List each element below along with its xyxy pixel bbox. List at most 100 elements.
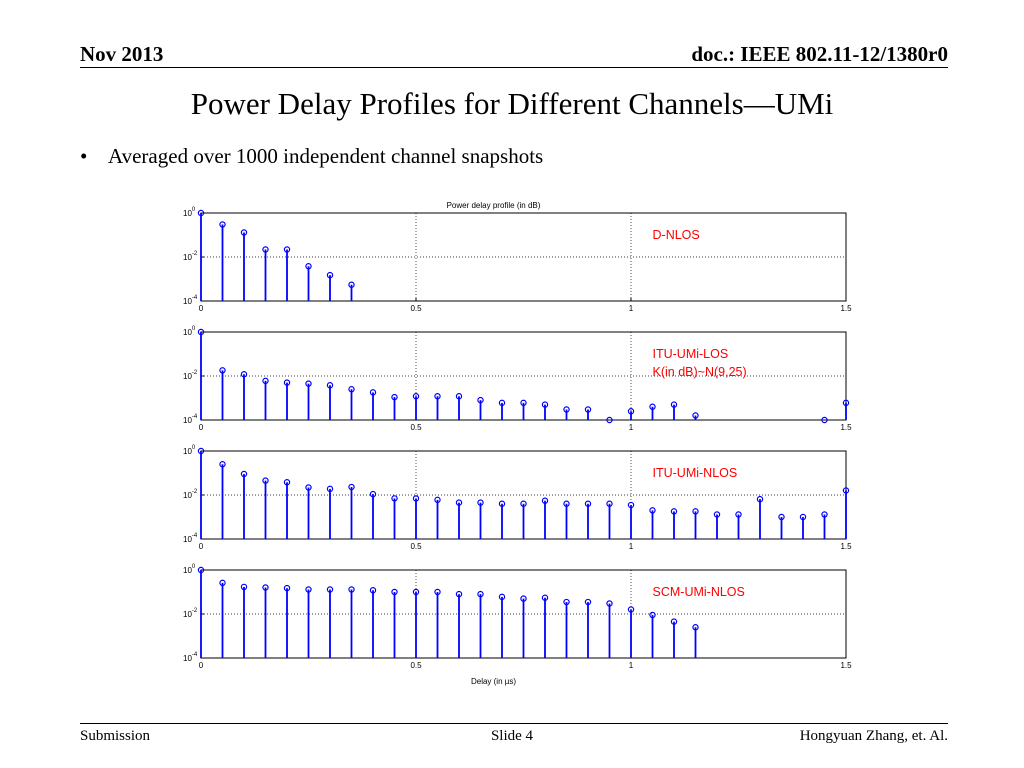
header-doc-id: doc.: IEEE 802.11-12/1380r0 xyxy=(691,42,948,66)
stem-marker xyxy=(348,281,355,288)
bullet-item: • Averaged over 1000 independent channel … xyxy=(80,144,543,169)
stem-marker xyxy=(369,587,377,594)
stem-marker xyxy=(584,500,592,507)
x-tick-label: 0 xyxy=(199,423,204,432)
stem-marker xyxy=(455,590,463,598)
stem-marker xyxy=(262,246,269,253)
stem-marker xyxy=(670,618,678,625)
stem-marker xyxy=(735,511,742,518)
stem-marker xyxy=(649,611,656,619)
stem-marker xyxy=(455,499,463,506)
slide-title: Power Delay Profiles for Different Chann… xyxy=(190,86,834,121)
y-tick-label: 10-2 xyxy=(183,608,198,619)
stem-marker xyxy=(240,229,248,236)
x-tick-label: 0 xyxy=(199,542,204,551)
stem-marker xyxy=(649,507,656,514)
x-axis-label: Delay (in µs) xyxy=(471,677,516,686)
stem-marker xyxy=(240,371,248,378)
stem-marker xyxy=(305,586,312,593)
stem-marker xyxy=(498,593,506,601)
stem-marker xyxy=(262,584,269,591)
stem-marker xyxy=(391,588,398,596)
stem-marker xyxy=(326,271,334,279)
stem-marker xyxy=(520,500,527,507)
stem-marker xyxy=(412,588,420,596)
footer-divider xyxy=(80,723,948,724)
stem-marker xyxy=(563,500,570,507)
x-tick-label: 1.5 xyxy=(840,542,852,551)
stem-marker xyxy=(240,583,248,591)
footer-author: Hongyuan Zhang, et. Al. xyxy=(799,728,948,744)
bullet-dot: • xyxy=(80,144,88,168)
y-tick-label: 10-4 xyxy=(183,414,198,425)
y-tick-label: 10-4 xyxy=(183,652,198,663)
stem-marker xyxy=(498,500,506,507)
stem-marker xyxy=(520,399,527,407)
series-label: D-NLOS xyxy=(653,228,700,242)
stem-marker xyxy=(219,579,226,587)
y-tick-label: 100 xyxy=(183,445,196,456)
stem-marker xyxy=(842,487,850,494)
x-tick-label: 0.5 xyxy=(410,542,422,551)
x-tick-label: 1 xyxy=(629,304,634,313)
stem-marker xyxy=(283,246,291,253)
bullet-text: Averaged over 1000 independent channel s… xyxy=(108,144,544,168)
stem-marker xyxy=(520,595,527,602)
stem-marker xyxy=(369,490,377,498)
x-tick-label: 0 xyxy=(199,661,204,670)
pdp-figure: 0 0.5 1 1.5 100 10-2 10-4 Power delay profile (… xyxy=(160,190,860,695)
stem-marker xyxy=(305,484,312,491)
y-tick-label: 10-4 xyxy=(183,533,198,544)
stem-marker xyxy=(563,598,570,606)
stem-marker xyxy=(348,586,355,593)
x-tick-label: 1.5 xyxy=(840,304,852,313)
stem-marker xyxy=(283,584,291,592)
stem-marker xyxy=(348,386,355,393)
stem-marker xyxy=(477,590,484,598)
stem-marker xyxy=(262,377,269,385)
stem-marker xyxy=(305,263,312,270)
stem-marker xyxy=(434,496,441,504)
stem-marker xyxy=(713,511,721,518)
series-label: ITU-UMi-LOS xyxy=(653,347,729,361)
stem-marker xyxy=(197,328,205,336)
x-tick-label: 1 xyxy=(629,423,634,432)
footer-slide-number: Slide 4 xyxy=(490,728,534,744)
stem-marker xyxy=(821,511,828,518)
stem-marker xyxy=(434,588,441,596)
stem-marker xyxy=(799,513,807,521)
stem-marker xyxy=(627,501,635,509)
stem-marker xyxy=(627,606,635,613)
stem-marker xyxy=(670,508,678,515)
stem-marker xyxy=(606,416,613,424)
stem-marker xyxy=(670,401,678,408)
stem-marker xyxy=(584,598,592,606)
stem-marker xyxy=(197,209,205,217)
stem-marker xyxy=(649,403,656,410)
stem-marker xyxy=(627,408,635,415)
stem-marker xyxy=(778,513,785,521)
header-divider xyxy=(80,67,948,68)
stem-marker xyxy=(219,461,226,468)
stem-marker xyxy=(434,393,441,400)
stem-marker xyxy=(477,396,484,404)
y-tick-label: 100 xyxy=(183,207,196,218)
y-tick-label: 10-2 xyxy=(183,251,198,262)
stem-marker xyxy=(455,393,463,400)
stem-marker xyxy=(219,367,226,374)
stem-marker xyxy=(391,495,398,502)
stem-marker xyxy=(606,600,613,607)
stem-marker xyxy=(305,380,312,387)
stem-marker xyxy=(197,447,205,455)
y-tick-label: 10-2 xyxy=(183,370,198,381)
x-tick-label: 0.5 xyxy=(410,304,422,313)
x-tick-label: 0 xyxy=(199,304,204,313)
y-tick-label: 10-4 xyxy=(183,295,198,306)
footer-submission: Submission xyxy=(80,728,151,744)
stem-marker xyxy=(606,500,613,507)
y-tick-label: 100 xyxy=(183,564,196,575)
stem-marker xyxy=(348,483,355,491)
subplot-3: 0 0.5 1 1.5 100 10-2 10-4 ITU-UMi-NLOS xyxy=(183,445,852,551)
stem-marker xyxy=(283,379,291,386)
